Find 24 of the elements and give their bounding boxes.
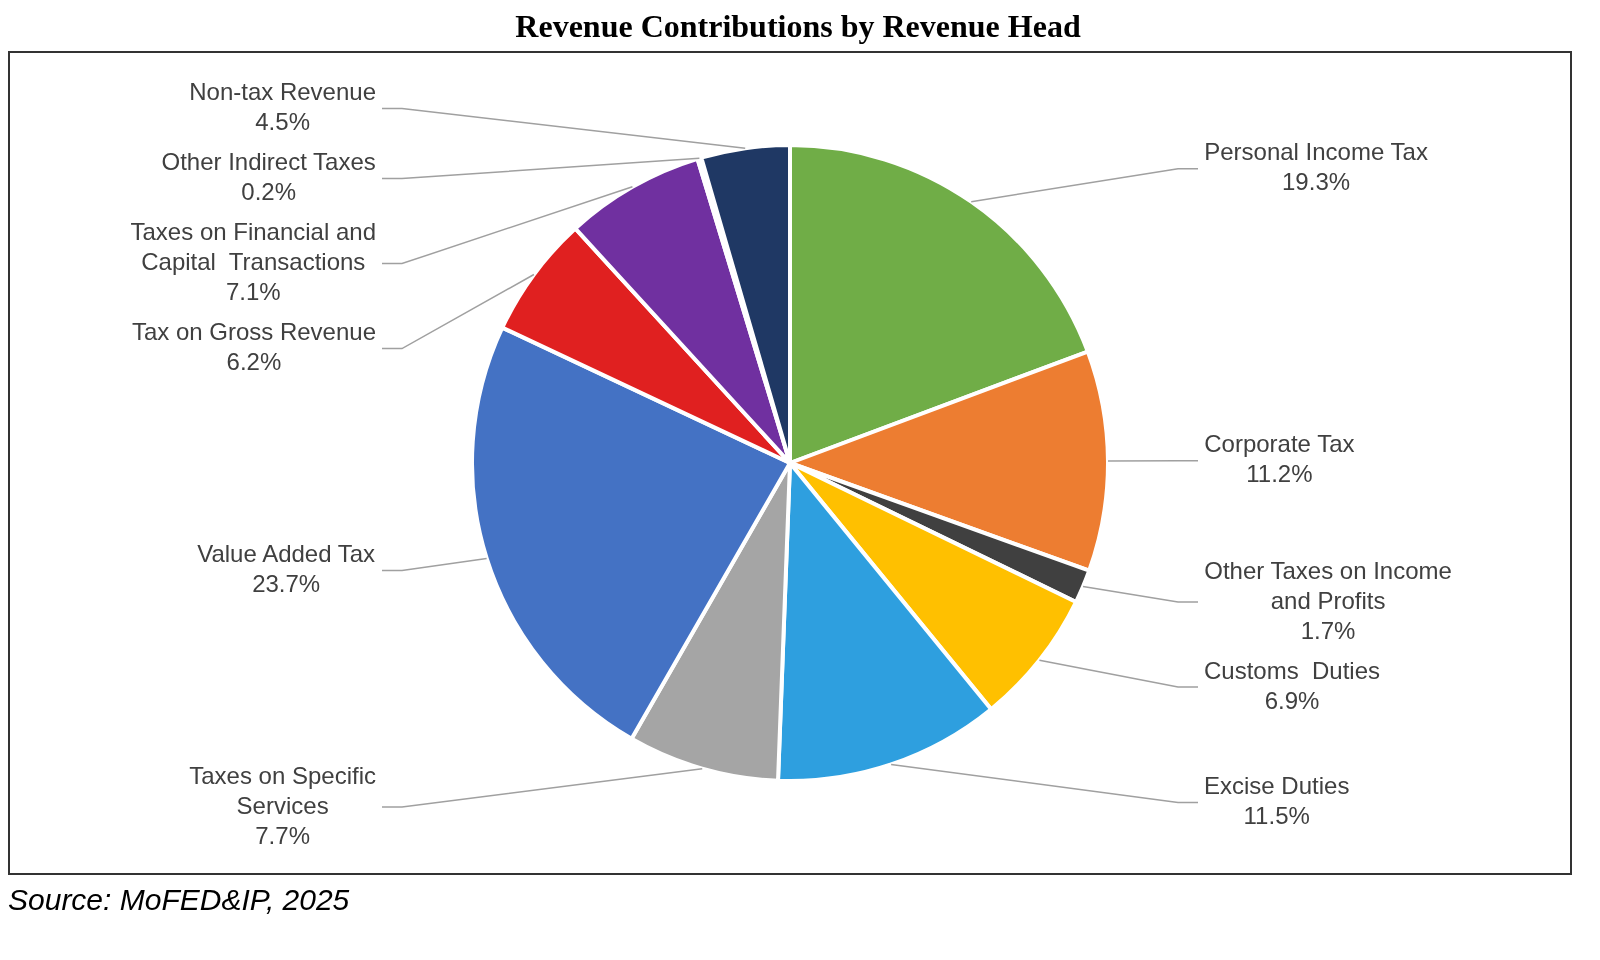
slice-label: Non-tax Revenue (189, 78, 376, 106)
source-note: Source: MoFED&IP, 2025 (8, 883, 351, 917)
slice-label: Corporate Tax (1204, 430, 1355, 458)
slice-label: Other Indirect Taxes (161, 148, 376, 176)
data-label: 23.7% (252, 570, 321, 598)
data-label: 7.1% (225, 278, 281, 306)
data-label: 6.2% (226, 348, 282, 376)
slice-label: Excise Duties (1204, 772, 1350, 800)
slice-label: Customs Duties (1203, 656, 1381, 684)
data-label: 1.7% (1300, 616, 1356, 644)
slice-label: Taxes on Specific Services (189, 761, 376, 819)
data-label: 11.2% (1246, 460, 1313, 488)
slice-label: Taxes on Financial and Capital Transactions (130, 218, 376, 276)
data-label: 4.5% (255, 108, 310, 136)
data-label: 7.7% (255, 821, 310, 849)
data-label: 19.3% (1282, 168, 1351, 196)
slice-label: Tax on Gross Revenue (131, 318, 376, 346)
data-label: 0.2% (241, 178, 296, 206)
chart-title: Revenue Contributions by Revenue Head (514, 8, 1082, 45)
slice-label: Other Taxes on Income and Profits (1204, 556, 1452, 614)
data-label: 6.9% (1264, 686, 1320, 714)
slice-label: Value Added Tax (197, 540, 376, 568)
data-label: 11.5% (1243, 802, 1310, 830)
slice-label: Personal Income Tax (1204, 138, 1428, 166)
